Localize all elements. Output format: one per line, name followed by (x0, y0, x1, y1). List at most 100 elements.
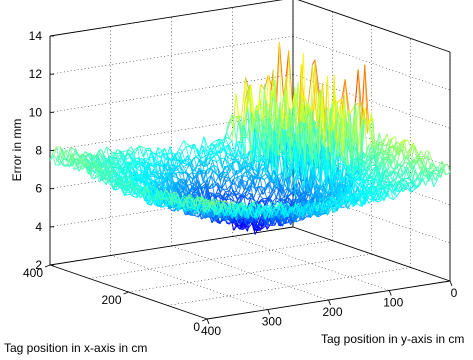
surface-mesh-segment (269, 182, 273, 192)
surface-mesh-segment (291, 200, 295, 203)
surface-mesh-segment (91, 168, 97, 179)
surface-mesh-segment (382, 186, 386, 188)
surface-mesh-segment (218, 144, 222, 149)
surface-mesh-segment (239, 137, 244, 155)
surface-mesh-segment (195, 154, 200, 158)
surface-mesh-segment (227, 140, 233, 146)
surface-mesh-segment (251, 129, 256, 167)
surface-mesh-segment (239, 141, 243, 159)
surface-mesh-segment (306, 116, 311, 157)
surface-mesh-segment (281, 193, 285, 198)
surface-mesh-segment (226, 184, 232, 190)
surface-mesh-segment (324, 76, 328, 141)
surface-mesh-segment (259, 178, 264, 195)
surface-mesh-segment (395, 180, 400, 185)
surface-mesh-segment (391, 170, 395, 173)
surface-mesh-segment (122, 164, 128, 170)
surface-mesh-segment (229, 138, 233, 142)
surface-mesh-segment (343, 169, 348, 180)
surface-mesh-segment (299, 196, 304, 200)
surface-mesh-segment (342, 137, 347, 165)
surface-mesh-segment (381, 157, 386, 166)
surface-mesh-segment (395, 151, 399, 154)
surface-mesh-segment (304, 151, 308, 154)
surface-mesh-segment (200, 155, 206, 159)
surface-mesh-segment (326, 156, 331, 193)
surface-mesh-segment (286, 108, 291, 146)
surface-mesh-segment (395, 164, 399, 170)
surface-mesh-segment (381, 180, 385, 183)
surface-mesh-segment (362, 167, 366, 171)
surface-mesh-segment (393, 183, 397, 193)
surface-mesh-segment (301, 156, 306, 165)
surface-mesh-segment (252, 126, 257, 173)
surface-mesh-segment (383, 185, 388, 201)
surface-mesh-segment (436, 170, 440, 175)
surface-mesh-segment (433, 171, 438, 175)
y-floor-grid-line (110, 255, 268, 310)
surface-mesh-segment (410, 188, 416, 193)
surface-mesh-segment (407, 162, 411, 167)
surface-mesh-segment (261, 177, 265, 181)
surface-mesh-segment (408, 177, 412, 184)
surface-mesh-segment (252, 167, 256, 179)
surface-mesh-segment (416, 158, 420, 164)
surface-mesh-segment (305, 145, 310, 176)
surface-mesh-segment (372, 118, 376, 149)
surface-mesh-segment (409, 179, 413, 190)
surface-mesh-segment (284, 152, 288, 168)
surface-mesh-segment (276, 187, 281, 201)
surface-mesh-segment (230, 119, 234, 129)
surface-mesh-segment (298, 181, 304, 194)
surface-mesh-segment (296, 198, 300, 203)
surface-mesh-segment (250, 185, 256, 189)
surface-mesh-segment (326, 176, 330, 185)
surface-mesh-segment (272, 187, 277, 198)
surface-mesh-segment (285, 112, 289, 129)
surface-mesh-segment (444, 163, 448, 167)
surface-mesh-segment (170, 208, 175, 212)
surface-mesh-segment (312, 168, 317, 181)
surface-mesh-segment (361, 64, 366, 119)
surface-mesh-segment (415, 161, 419, 164)
surface-mesh-segment (378, 132, 383, 145)
surface-mesh-segment (216, 158, 222, 162)
surface-mesh-segment (282, 187, 286, 201)
surface-mesh-segment (261, 164, 265, 167)
surface-mesh-segment (257, 132, 262, 162)
surface-mesh-segment (367, 198, 373, 201)
z-grid-line (49, 112, 294, 151)
surface-mesh-segment (241, 117, 245, 158)
surface-mesh-segment (378, 195, 382, 202)
surface-mesh-segment (396, 143, 401, 155)
surface-mesh-segment (389, 181, 393, 187)
surface-mesh-segment (278, 182, 282, 195)
surface-mesh-segment (127, 149, 133, 153)
surface-mesh-segment (237, 174, 242, 178)
surface-mesh-segment (377, 143, 381, 152)
surface-mesh-segment (385, 141, 389, 147)
surface-mesh-segment (358, 150, 363, 163)
surface-mesh-segment (372, 157, 377, 166)
surface-mesh-segment (264, 142, 268, 158)
surface-mesh-segment (409, 159, 414, 167)
surface-mesh-segment (208, 159, 214, 174)
surface-mesh-segment (428, 171, 432, 182)
surface-mesh-segment (370, 159, 374, 177)
surface-mesh-segment (291, 198, 296, 202)
surface-mesh-segment (394, 171, 399, 175)
surface-mesh-segment (304, 102, 309, 123)
surface-mesh-segment (296, 158, 300, 166)
surface-mesh-segment (354, 183, 359, 188)
surface-mesh-segment (220, 147, 225, 154)
surface-mesh-segment (333, 74, 338, 151)
surface-mesh-segment (311, 168, 316, 186)
surface-mesh-segment (236, 159, 240, 171)
surface-mesh-segment (345, 135, 349, 139)
surface-mesh-segment (376, 172, 380, 187)
surface-mesh-segment (398, 147, 402, 153)
surface-mesh-segment (366, 174, 371, 181)
surface-mesh-segment (402, 186, 406, 193)
surface-mesh-segment (282, 128, 287, 194)
surface-mesh-segment (216, 141, 221, 153)
